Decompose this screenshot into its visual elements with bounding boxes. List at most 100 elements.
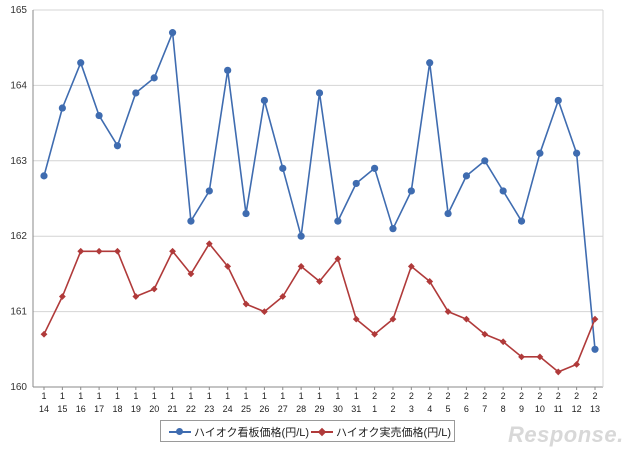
x-tick-label-month-6: 1	[152, 391, 157, 401]
x-tick-label-month-18: 2	[372, 391, 377, 401]
x-tick-label-month-14: 1	[299, 391, 304, 401]
series-1-point-4	[114, 247, 121, 255]
x-tick-label-day-2: 16	[76, 404, 86, 414]
series-1-point-14	[297, 262, 305, 270]
legend-diamond-marker-icon	[311, 426, 333, 438]
legend-diamond-2	[317, 427, 327, 437]
x-tick-label-day-6: 20	[149, 404, 159, 414]
legend-item-signboard-price[interactable]: ハイオク看板価格(円/L)	[169, 424, 309, 440]
x-tick-label-day-3: 17	[94, 404, 104, 414]
series-1-point-9	[205, 240, 213, 248]
series-0-point-3	[95, 111, 103, 120]
series-1-point-1	[58, 293, 66, 300]
series-1-point-16	[334, 255, 342, 263]
series-0-point-18	[371, 164, 379, 172]
series-1-point-25	[499, 338, 507, 346]
x-axis: 1141151161171181191201211221231241251261…	[39, 387, 600, 414]
series-0-point-19	[389, 225, 397, 233]
series-1-point-27	[536, 353, 544, 361]
legend-label-signboard-price: ハイオク看板価格(円/L)	[194, 427, 310, 439]
x-tick-label-month-5: 1	[133, 391, 138, 401]
x-tick-label-day-27: 10	[535, 404, 545, 414]
series-1-point-10	[224, 262, 232, 270]
x-tick-label-month-15: 1	[317, 391, 322, 401]
y-axis: 160 161 162 163 164 165	[10, 5, 27, 393]
gridlines	[32, 9, 604, 388]
series-0-point-8	[187, 217, 195, 225]
series-0-point-13	[279, 164, 287, 172]
x-tick-label-month-1: 1	[60, 391, 65, 401]
x-tick-label-month-13: 1	[280, 391, 285, 401]
x-tick-label-month-16: 1	[335, 391, 340, 401]
x-tick-label-day-22: 5	[446, 404, 451, 414]
x-tick-label-day-12: 26	[259, 404, 269, 414]
series-0-point-22	[444, 209, 452, 218]
x-tick-label-day-4: 18	[112, 404, 122, 414]
series-0-point-26	[517, 217, 526, 225]
series-1-point-2	[77, 247, 85, 255]
x-tick-label-day-14: 28	[296, 404, 306, 414]
x-tick-label-day-15: 29	[314, 404, 324, 414]
x-tick-label-month-28: 2	[556, 391, 561, 401]
series-1-point-20	[407, 262, 415, 270]
series-0-point-4	[113, 142, 122, 150]
x-tick-label-month-3: 1	[97, 391, 102, 401]
legend: ハイオク看板価格(円/L) ハイオク実売価格(円/L)	[160, 420, 455, 442]
series-1-point-28	[554, 368, 562, 376]
y-tick-label-163: 163	[10, 156, 27, 167]
x-tick-label-day-29: 12	[572, 404, 582, 414]
x-tick-label-day-8: 22	[186, 404, 196, 414]
series-0-point-23	[462, 172, 471, 180]
series-0-point-7	[168, 29, 177, 37]
series-1-point-19	[389, 315, 397, 323]
x-tick-label-month-11: 1	[244, 391, 249, 401]
series-1-point-6	[150, 285, 158, 293]
x-tick-label-day-16: 30	[333, 404, 343, 414]
x-tick-label-month-30: 2	[592, 391, 597, 401]
x-tick-label-day-30: 13	[590, 404, 600, 414]
x-tick-label-month-10: 1	[225, 391, 230, 401]
x-tick-label-day-25: 8	[501, 404, 506, 414]
series-0-point-30	[591, 345, 599, 353]
series-0-point-27	[536, 149, 544, 157]
x-tick-label-month-26: 2	[519, 391, 524, 401]
x-tick-label-day-10: 24	[223, 404, 233, 414]
series-0-point-25	[499, 187, 507, 195]
x-tick-label-month-7: 1	[170, 391, 175, 401]
series-line-0	[43, 31, 596, 350]
x-tick-label-month-29: 2	[574, 391, 579, 401]
x-tick-label-day-28: 11	[554, 404, 563, 414]
series-0-point-17	[352, 179, 360, 188]
x-tick-label-month-25: 2	[501, 391, 506, 401]
x-tick-label-day-7: 21	[168, 404, 178, 414]
series-1-point-0	[40, 330, 48, 338]
x-tick-label-month-19: 2	[390, 391, 395, 401]
legend-item-actual-price[interactable]: ハイオク実売価格(円/L)	[311, 424, 451, 440]
x-tick-label-month-20: 2	[409, 391, 414, 401]
series-1-point-23	[463, 315, 470, 323]
series-1-point-21	[426, 278, 434, 285]
x-tick-label-day-18: 1	[372, 404, 377, 414]
legend-circle-marker-icon	[169, 426, 191, 438]
series-0-point-5	[132, 89, 140, 97]
series-0-point-29	[573, 149, 581, 157]
y-tick-label-160: 160	[10, 382, 27, 393]
series-0-point-24	[481, 157, 489, 165]
y-tick-label-165: 165	[10, 5, 27, 16]
x-tick-label-month-12: 1	[262, 391, 267, 401]
x-tick-label-day-9: 23	[204, 404, 214, 414]
x-tick-label-month-4: 1	[115, 391, 120, 401]
x-tick-label-day-17: 31	[351, 404, 361, 414]
series-1-point-13	[279, 293, 287, 300]
series-1-point-18	[371, 330, 378, 338]
series-0-point-0	[40, 172, 48, 180]
legend-dot-1	[176, 428, 183, 435]
x-tick-label-month-24: 2	[482, 391, 487, 401]
series-0-point-6	[150, 74, 158, 82]
series-0-point-16	[334, 217, 342, 225]
series-0-point-1	[58, 104, 66, 112]
series-1-point-26	[518, 353, 525, 361]
series-0-point-21	[426, 59, 434, 67]
x-tick-label-day-0: 14	[39, 404, 49, 414]
